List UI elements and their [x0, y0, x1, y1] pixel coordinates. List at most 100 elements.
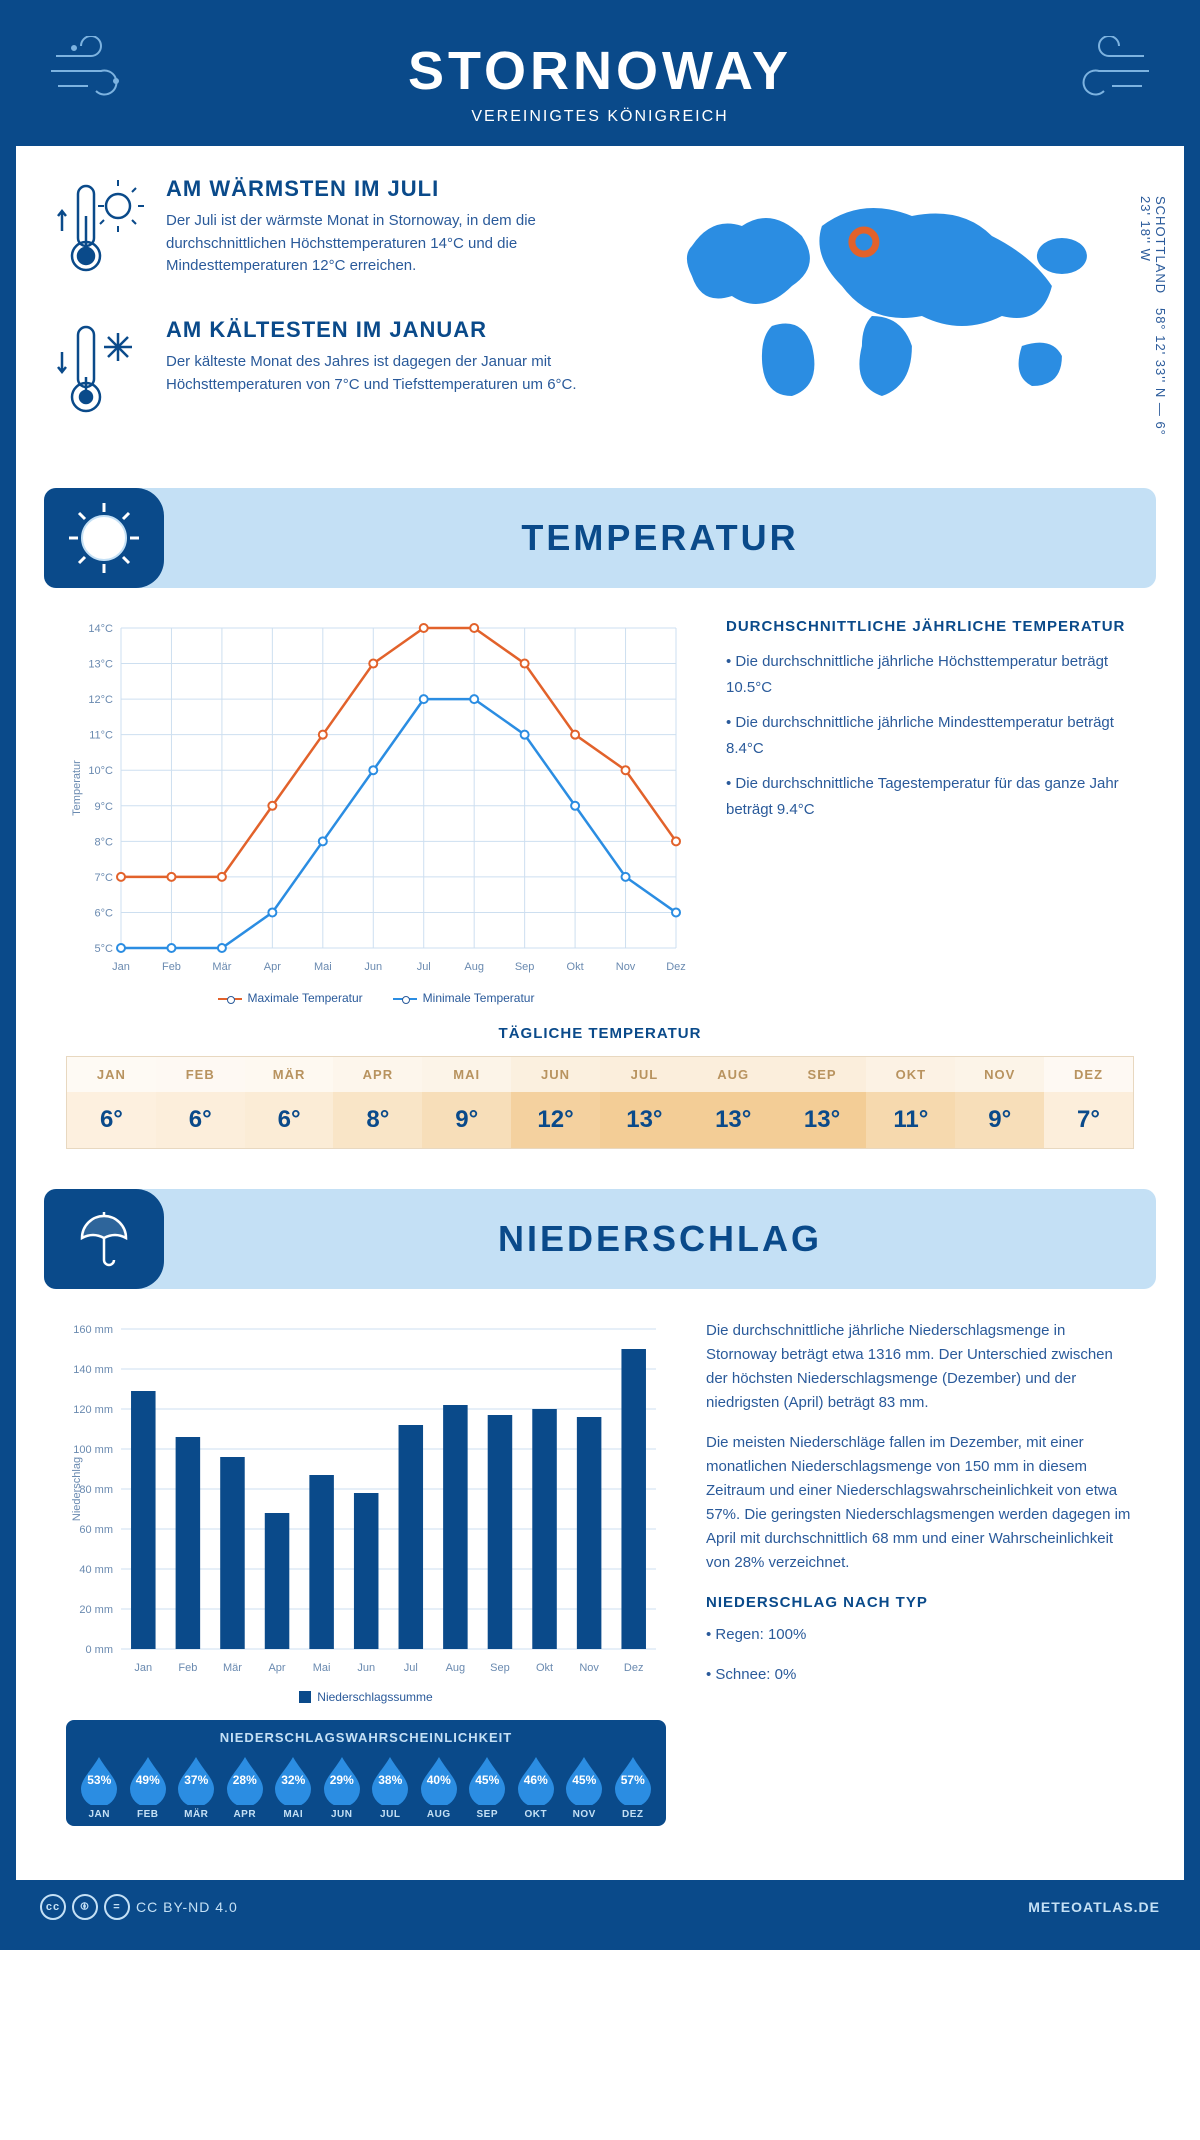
svg-text:Mär: Mär [212, 961, 231, 973]
daily-temp-cell: JAN 6° [67, 1057, 156, 1148]
prob-cell: 45% SEP [464, 1753, 511, 1820]
svg-text:160 mm: 160 mm [73, 1324, 113, 1336]
svg-text:14°C: 14°C [88, 623, 113, 635]
svg-text:Mai: Mai [313, 1662, 331, 1674]
svg-text:10°C: 10°C [88, 765, 113, 777]
prob-cell: 37% MÄR [173, 1753, 220, 1820]
svg-text:Mär: Mär [223, 1662, 242, 1674]
svg-text:7°C: 7°C [95, 872, 114, 884]
daily-temp-cell: SEP 13° [778, 1057, 867, 1148]
temperature-line-chart: 5°C 6°C 7°C 8°C 9°C 10°C 11°C 12°C 13°C 14°C Jan Fe… [66, 618, 686, 1005]
svg-text:Nov: Nov [616, 961, 636, 973]
wind-icon [46, 36, 146, 111]
precipitation-bar-chart: 0 mm 20 mm 40 mm 60 mm 80 mm 100 mm 120 mm 140 … [66, 1319, 666, 1704]
coordinates: SCHOTTLAND 58° 12' 33'' N — 6° 23' 18'' … [1138, 196, 1168, 458]
svg-text:Okt: Okt [536, 1662, 553, 1674]
coldest-text: Der kälteste Monat des Jahres ist dagege… [166, 351, 610, 396]
daily-temp-cell: JUN 12° [511, 1057, 600, 1148]
footer: cc🅯= CC BY-ND 4.0 METEOATLAS.DE [16, 1880, 1184, 1934]
svg-text:Nov: Nov [579, 1662, 599, 1674]
daily-temp-cell: NOV 9° [955, 1057, 1044, 1148]
svg-text:Jun: Jun [357, 1662, 375, 1674]
section-title: TEMPERATUR [164, 517, 1156, 559]
svg-text:40 mm: 40 mm [79, 1564, 113, 1576]
svg-text:20 mm: 20 mm [79, 1604, 113, 1616]
svg-text:Sep: Sep [490, 1662, 510, 1674]
svg-text:Feb: Feb [178, 1662, 197, 1674]
svg-text:140 mm: 140 mm [73, 1364, 113, 1376]
daily-temp-cell: DEZ 7° [1044, 1057, 1133, 1148]
svg-text:Jul: Jul [417, 961, 431, 973]
svg-text:Dez: Dez [624, 1662, 644, 1674]
daily-temperature-table: TÄGLICHE TEMPERATUR JAN 6° FEB 6° MÄR 6°… [66, 1025, 1134, 1149]
page-subtitle: VEREINIGTES KÖNIGREICH [16, 108, 1184, 126]
svg-text:Jun: Jun [364, 961, 382, 973]
daily-temp-cell: APR 8° [333, 1057, 422, 1148]
svg-text:Temperatur: Temperatur [71, 760, 83, 816]
svg-text:Mai: Mai [314, 961, 332, 973]
svg-text:5°C: 5°C [95, 943, 114, 955]
svg-text:Jan: Jan [112, 961, 130, 973]
daily-temp-cell: MAI 9° [422, 1057, 511, 1148]
svg-text:80 mm: 80 mm [79, 1484, 113, 1496]
daily-temp-cell: AUG 13° [689, 1057, 778, 1148]
svg-text:Aug: Aug [464, 961, 484, 973]
svg-text:12°C: 12°C [88, 694, 113, 706]
svg-text:Feb: Feb [162, 961, 181, 973]
temperature-info: DURCHSCHNITTLICHE JÄHRLICHE TEMPERATUR •… [726, 618, 1134, 1005]
prob-cell: 49% FEB [125, 1753, 172, 1820]
prob-cell: 29% JUN [319, 1753, 366, 1820]
thermometer-sun-icon [56, 176, 146, 291]
svg-text:Jan: Jan [134, 1662, 152, 1674]
coldest-block: AM KÄLTESTEN IM JANUAR Der kälteste Mona… [56, 317, 610, 432]
svg-text:9°C: 9°C [95, 801, 114, 813]
site-name: METEOATLAS.DE [1028, 1899, 1160, 1915]
svg-text:Jul: Jul [404, 1662, 418, 1674]
daily-temp-cell: FEB 6° [156, 1057, 245, 1148]
license-badge: cc🅯= CC BY-ND 4.0 [40, 1894, 238, 1920]
svg-text:Apr: Apr [264, 961, 281, 973]
daily-temp-cell: JUL 13° [600, 1057, 689, 1148]
prob-cell: 28% APR [222, 1753, 269, 1820]
chart-legend: Maximale Temperatur Minimale Temperatur [66, 991, 686, 1005]
prob-cell: 53% JAN [76, 1753, 123, 1820]
daily-temp-cell: MÄR 6° [245, 1057, 334, 1148]
svg-text:6°C: 6°C [95, 907, 114, 919]
section-title: NIEDERSCHLAG [164, 1218, 1156, 1260]
svg-text:Aug: Aug [446, 1662, 466, 1674]
svg-text:100 mm: 100 mm [73, 1444, 113, 1456]
world-map: SCHOTTLAND 58° 12' 33'' N — 6° 23' 18'' … [640, 176, 1144, 458]
svg-text:11°C: 11°C [89, 730, 113, 742]
prob-cell: 38% JUL [367, 1753, 414, 1820]
page-title: STORNOWAY [16, 40, 1184, 102]
thermometer-snow-icon [56, 317, 146, 432]
warmest-block: AM WÄRMSTEN IM JULI Der Juli ist der wär… [56, 176, 610, 291]
svg-text:120 mm: 120 mm [73, 1404, 113, 1416]
svg-text:Niederschlag: Niederschlag [71, 1457, 83, 1521]
warmest-title: AM WÄRMSTEN IM JULI [166, 176, 610, 202]
svg-text:0 mm: 0 mm [86, 1644, 114, 1656]
header: STORNOWAY VEREINIGTES KÖNIGREICH [16, 16, 1184, 146]
daily-temp-cell: OKT 11° [866, 1057, 955, 1148]
prob-cell: 45% NOV [561, 1753, 608, 1820]
prob-cell: 40% AUG [416, 1753, 463, 1820]
coldest-title: AM KÄLTESTEN IM JANUAR [166, 317, 610, 343]
sun-icon [44, 488, 164, 588]
svg-text:13°C: 13°C [88, 659, 113, 671]
svg-text:60 mm: 60 mm [79, 1524, 113, 1536]
prob-cell: 57% DEZ [610, 1753, 657, 1820]
precipitation-info: Die durchschnittliche jährliche Niedersc… [706, 1319, 1134, 1826]
svg-text:8°C: 8°C [95, 836, 114, 848]
svg-text:Sep: Sep [515, 961, 535, 973]
prob-cell: 46% OKT [513, 1753, 560, 1820]
svg-text:Okt: Okt [567, 961, 584, 973]
precipitation-section-header: NIEDERSCHLAG [44, 1189, 1156, 1289]
wind-icon [1054, 36, 1154, 111]
svg-text:Dez: Dez [666, 961, 686, 973]
temperature-section-header: TEMPERATUR [44, 488, 1156, 588]
svg-text:Apr: Apr [268, 1662, 285, 1674]
prob-cell: 32% MAI [270, 1753, 317, 1820]
umbrella-icon [44, 1189, 164, 1289]
precipitation-probability: NIEDERSCHLAGSWAHRSCHEINLICHKEIT 53% JAN … [66, 1720, 666, 1826]
warmest-text: Der Juli ist der wärmste Monat in Storno… [166, 210, 610, 278]
